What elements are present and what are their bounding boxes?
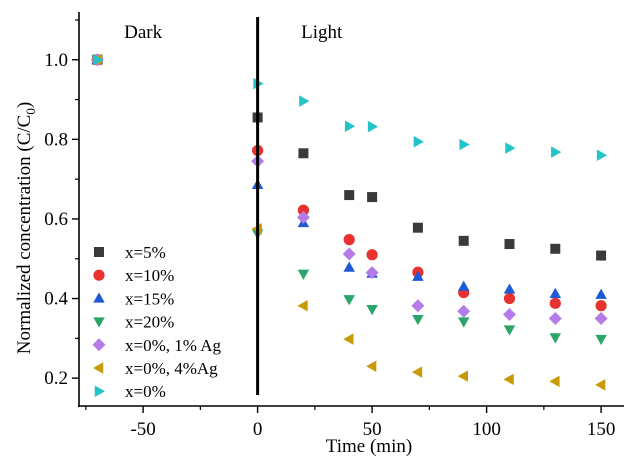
data-point <box>505 142 516 154</box>
data-point <box>504 239 515 250</box>
y-axis-title: Normalized concentration (C/C0) <box>14 102 38 354</box>
axes: -50 0 50 100 150 0.2 0.4 0.6 0.8 1.0 <box>44 12 624 440</box>
data-point <box>297 269 310 280</box>
data-point <box>550 243 561 254</box>
data-point <box>93 54 104 66</box>
y-tick-label: 1.0 <box>44 50 68 71</box>
data-point <box>549 375 560 388</box>
legend-label: x=20% <box>125 313 174 332</box>
data-point <box>594 311 608 325</box>
data-point <box>596 149 608 162</box>
region-label-dark: Dark <box>124 22 162 43</box>
legend-label: x=0%, 4%Ag <box>125 359 218 378</box>
data-point <box>549 287 562 299</box>
data-point <box>297 299 308 312</box>
data-point <box>366 305 378 316</box>
data-point <box>367 192 378 203</box>
data-point <box>595 379 606 391</box>
data-point <box>503 283 516 294</box>
legend-label: x=10% <box>125 266 174 285</box>
data-point <box>297 204 310 216</box>
x-tick-label: 150 <box>587 419 616 440</box>
region-label-light: Light <box>301 22 343 43</box>
y-tick-label: 0.6 <box>44 209 68 230</box>
data-point <box>342 247 356 261</box>
legend-marker <box>93 362 104 374</box>
y-axis-title-subscript: 0 <box>23 108 38 115</box>
data-point <box>365 266 379 280</box>
y-axis-title-close: ) <box>14 102 35 108</box>
data-point <box>457 304 471 318</box>
data-point <box>413 135 424 148</box>
data-point <box>343 234 355 246</box>
data-point <box>299 95 310 107</box>
y-tick-label: 0.8 <box>44 129 68 150</box>
data-point <box>503 307 517 321</box>
data-point <box>457 317 470 328</box>
data-point <box>549 297 561 309</box>
data-point <box>366 360 377 372</box>
x-tick-label: 100 <box>472 419 501 440</box>
legend-label: x=0%, 1% Ag <box>125 336 221 355</box>
data-point <box>343 295 355 306</box>
data-point <box>412 314 424 326</box>
data-point <box>366 249 378 261</box>
data-point <box>503 292 516 305</box>
data-point <box>411 299 425 313</box>
data-point <box>296 210 310 224</box>
data-point <box>596 250 607 261</box>
data-point <box>595 300 607 312</box>
y-tick-label: 0.2 <box>44 368 68 389</box>
data-point <box>459 138 470 151</box>
data-point <box>298 148 309 159</box>
data-point <box>367 120 379 133</box>
data-point <box>549 333 562 344</box>
legend-marker <box>94 247 104 257</box>
data-point <box>344 120 356 132</box>
data-point <box>551 146 562 158</box>
x-tick-label: 0 <box>253 419 263 440</box>
data-point <box>412 270 424 281</box>
data-point <box>343 261 355 272</box>
data-point <box>503 325 516 336</box>
data-point <box>595 288 607 299</box>
legend-marker <box>93 317 105 328</box>
data-point <box>412 222 423 233</box>
data-point <box>457 370 468 382</box>
data-point <box>411 366 423 378</box>
legend: x=5% x=10% x=15% x=20% x=0%, 1% Ag x=0%, 4%Ag… <box>92 243 221 401</box>
legend-marker <box>93 269 105 281</box>
x-tick-label: 50 <box>363 419 382 440</box>
y-axis-title-main: Normalized concentration (C/C <box>14 115 35 355</box>
legend-marker <box>94 385 105 397</box>
data-point <box>344 190 355 201</box>
data-point <box>457 280 470 291</box>
data-point <box>548 311 562 325</box>
legend-marker <box>92 338 106 352</box>
y-tick-label: 0.4 <box>44 289 68 310</box>
data-point <box>458 235 469 246</box>
legend-label: x=15% <box>125 289 174 308</box>
x-axis-title: Time (min) <box>326 436 412 457</box>
legend-label: x=5% <box>125 243 166 262</box>
legend-label: x=0% <box>125 382 166 401</box>
data-point <box>343 333 354 345</box>
data-point <box>595 334 607 346</box>
data-point <box>503 373 514 386</box>
x-tick-label: -50 <box>130 419 155 440</box>
legend-marker <box>93 292 105 303</box>
